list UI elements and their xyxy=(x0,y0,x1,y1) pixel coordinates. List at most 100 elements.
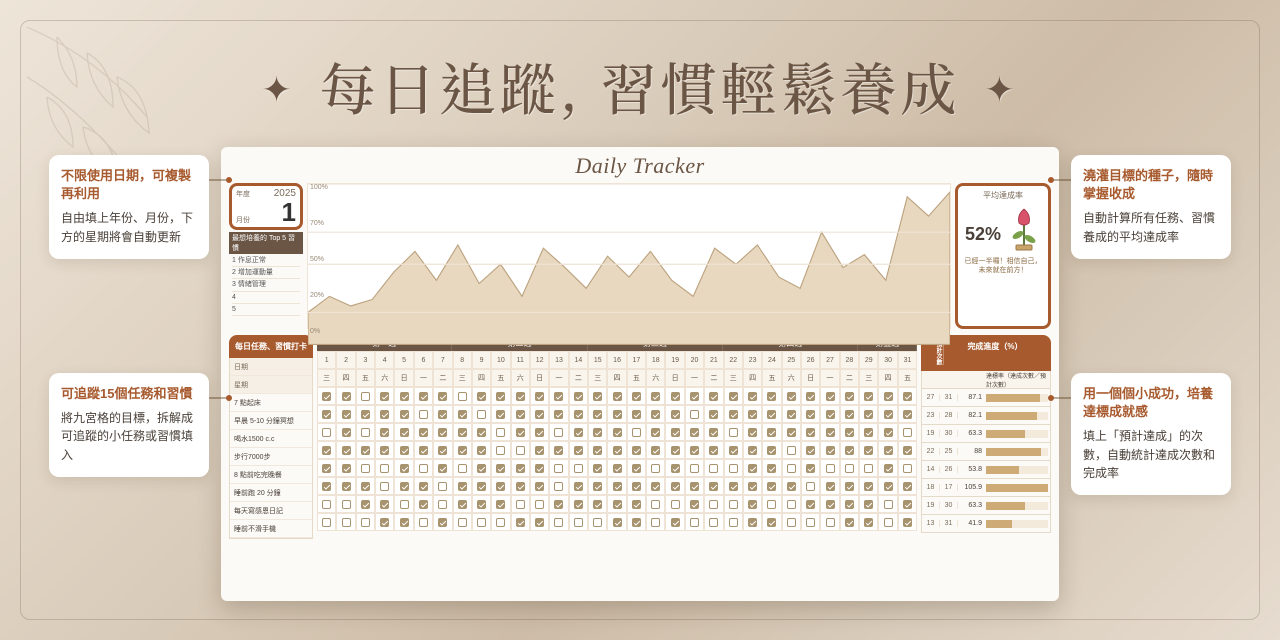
checkbox[interactable] xyxy=(613,392,622,401)
checkbox[interactable] xyxy=(458,428,467,437)
checkbox[interactable] xyxy=(574,392,583,401)
checkbox[interactable] xyxy=(516,500,525,509)
checkbox[interactable] xyxy=(651,518,660,527)
checkbox[interactable] xyxy=(535,482,544,491)
checkbox[interactable] xyxy=(554,392,563,401)
checkbox[interactable] xyxy=(438,500,447,509)
checkbox[interactable] xyxy=(477,464,486,473)
checkbox[interactable] xyxy=(787,500,796,509)
checkbox[interactable] xyxy=(477,446,486,455)
checkbox[interactable] xyxy=(632,464,641,473)
checkbox[interactable] xyxy=(458,410,467,419)
checkbox[interactable] xyxy=(574,410,583,419)
checkbox[interactable] xyxy=(767,482,776,491)
checkbox[interactable] xyxy=(632,518,641,527)
checkbox[interactable] xyxy=(690,518,699,527)
year-month-box[interactable]: 年度2025 月份1 xyxy=(229,183,303,230)
checkbox[interactable] xyxy=(671,392,680,401)
checkbox[interactable] xyxy=(342,464,351,473)
checkbox[interactable] xyxy=(709,392,718,401)
checkbox[interactable] xyxy=(864,392,873,401)
checkbox[interactable] xyxy=(477,500,486,509)
checkbox[interactable] xyxy=(826,518,835,527)
checkbox[interactable] xyxy=(845,518,854,527)
checkbox[interactable] xyxy=(554,410,563,419)
checkbox[interactable] xyxy=(787,410,796,419)
checkbox[interactable] xyxy=(632,392,641,401)
checkbox[interactable] xyxy=(400,464,409,473)
checkbox[interactable] xyxy=(342,392,351,401)
checkbox[interactable] xyxy=(342,500,351,509)
checkbox[interactable] xyxy=(729,446,738,455)
checkbox[interactable] xyxy=(903,410,912,419)
checkbox[interactable] xyxy=(903,464,912,473)
checkbox[interactable] xyxy=(496,482,505,491)
checkbox[interactable] xyxy=(438,482,447,491)
checkbox[interactable] xyxy=(574,482,583,491)
checkbox[interactable] xyxy=(342,482,351,491)
checkbox[interactable] xyxy=(729,392,738,401)
checkbox[interactable] xyxy=(419,446,428,455)
checkbox[interactable] xyxy=(419,500,428,509)
checkbox[interactable] xyxy=(496,428,505,437)
checkbox[interactable] xyxy=(535,500,544,509)
checkbox[interactable] xyxy=(535,446,544,455)
checkbox[interactable] xyxy=(593,482,602,491)
checkbox[interactable] xyxy=(748,392,757,401)
checkbox[interactable] xyxy=(729,518,738,527)
checkbox[interactable] xyxy=(826,392,835,401)
checkbox[interactable] xyxy=(380,392,389,401)
checkbox[interactable] xyxy=(826,482,835,491)
checkbox[interactable] xyxy=(884,392,893,401)
checkbox[interactable] xyxy=(496,500,505,509)
checkbox[interactable] xyxy=(767,428,776,437)
checkbox[interactable] xyxy=(787,428,796,437)
checkbox[interactable] xyxy=(864,464,873,473)
checkbox[interactable] xyxy=(884,482,893,491)
checkbox[interactable] xyxy=(380,410,389,419)
checkbox[interactable] xyxy=(903,500,912,509)
checkbox[interactable] xyxy=(322,464,331,473)
checkbox[interactable] xyxy=(864,446,873,455)
checkbox[interactable] xyxy=(632,500,641,509)
checkbox[interactable] xyxy=(690,482,699,491)
checkbox[interactable] xyxy=(419,392,428,401)
checkbox[interactable] xyxy=(419,464,428,473)
checkbox[interactable] xyxy=(554,464,563,473)
checkbox[interactable] xyxy=(613,518,622,527)
checkbox[interactable] xyxy=(767,464,776,473)
checkbox[interactable] xyxy=(496,410,505,419)
checkbox[interactable] xyxy=(767,446,776,455)
checkbox[interactable] xyxy=(845,392,854,401)
checkbox[interactable] xyxy=(709,410,718,419)
checkbox[interactable] xyxy=(729,464,738,473)
checkbox[interactable] xyxy=(884,410,893,419)
checkbox[interactable] xyxy=(380,500,389,509)
checkbox[interactable] xyxy=(322,428,331,437)
checkbox[interactable] xyxy=(458,464,467,473)
checkbox[interactable] xyxy=(477,518,486,527)
checkbox[interactable] xyxy=(671,518,680,527)
checkbox[interactable] xyxy=(535,392,544,401)
checkbox[interactable] xyxy=(690,500,699,509)
checkbox[interactable] xyxy=(671,500,680,509)
checkbox[interactable] xyxy=(806,410,815,419)
checkbox[interactable] xyxy=(826,410,835,419)
checkbox[interactable] xyxy=(709,428,718,437)
checkbox[interactable] xyxy=(671,464,680,473)
checkbox[interactable] xyxy=(651,446,660,455)
checkbox[interactable] xyxy=(690,428,699,437)
checkbox[interactable] xyxy=(748,464,757,473)
checkbox[interactable] xyxy=(806,464,815,473)
checkbox[interactable] xyxy=(574,464,583,473)
checkbox[interactable] xyxy=(380,464,389,473)
checkbox[interactable] xyxy=(632,428,641,437)
checkbox[interactable] xyxy=(748,482,757,491)
checkbox[interactable] xyxy=(690,446,699,455)
checkbox[interactable] xyxy=(651,464,660,473)
checkbox[interactable] xyxy=(477,392,486,401)
checkbox[interactable] xyxy=(438,410,447,419)
checkbox[interactable] xyxy=(613,410,622,419)
checkbox[interactable] xyxy=(554,428,563,437)
checkbox[interactable] xyxy=(554,518,563,527)
